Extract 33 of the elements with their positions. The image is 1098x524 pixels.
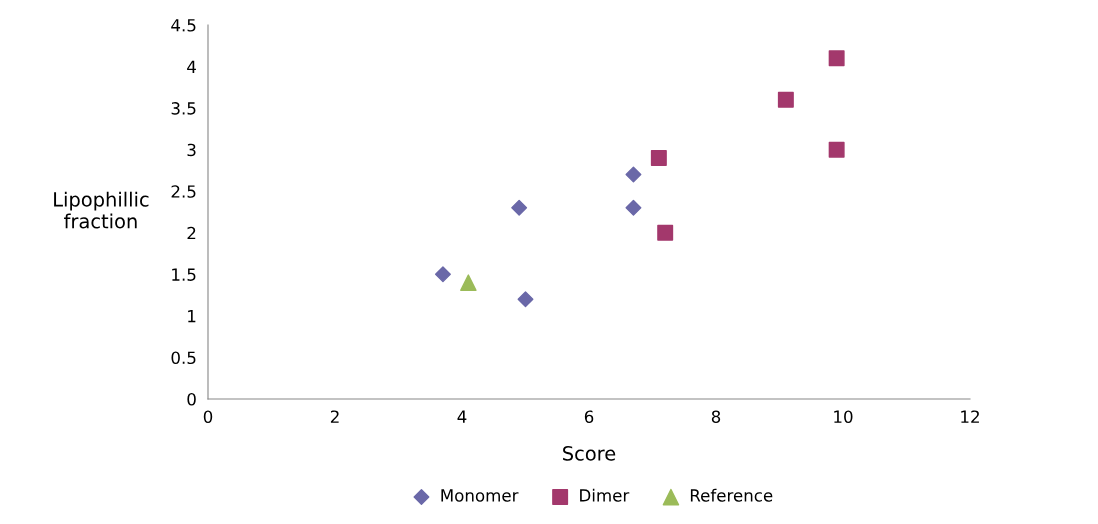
x-tick-label: 2: [330, 410, 339, 423]
point: [777, 91, 794, 108]
legend-label: Monomer: [441, 489, 519, 502]
y-tick-label: 2: [187, 226, 196, 240]
legend-label: Dimer: [580, 488, 630, 502]
y-tick-label: 1.5: [172, 268, 196, 281]
point: [828, 141, 845, 158]
x-tick-label: 6: [584, 410, 594, 424]
y-tick-label: 4: [187, 60, 196, 73]
y-tick-label: 2.5: [171, 185, 196, 198]
legend-label: Reference: [690, 488, 773, 502]
x-tick-label: 4: [457, 410, 467, 423]
point: [625, 166, 642, 183]
point: [625, 199, 642, 216]
y-tick-label: 0.5: [171, 351, 196, 365]
x-tick-label: 8: [711, 410, 721, 424]
point: [657, 224, 674, 241]
x-axis-title: Score: [563, 446, 616, 461]
x-tick-label: 12: [961, 410, 979, 423]
y-axis-title: Lipophillic fraction: [54, 191, 149, 229]
x-tick-label: 0: [203, 410, 213, 424]
point: [650, 149, 667, 166]
x-tick-label: 10: [834, 410, 853, 424]
y-tick-label: 0: [187, 392, 196, 406]
point: [517, 291, 534, 308]
y-tick-label: 4.5: [171, 19, 196, 32]
y-tick-label: 1: [188, 310, 196, 323]
point: [460, 274, 477, 291]
point: [434, 266, 451, 283]
y-tick-label: 3.5: [171, 102, 196, 115]
point: [511, 199, 528, 216]
y-tick-label: 3: [187, 143, 196, 157]
point: [828, 50, 845, 67]
